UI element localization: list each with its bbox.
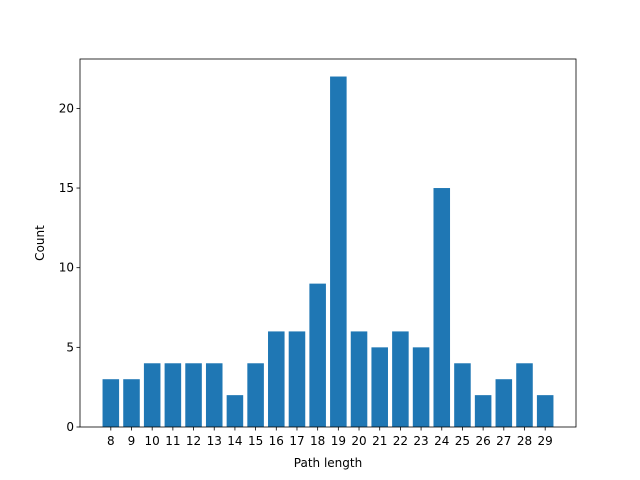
bar: [247, 363, 264, 427]
x-tick-label: 13: [207, 434, 222, 448]
bar: [412, 347, 430, 427]
bar: [392, 331, 409, 427]
bar: [309, 283, 326, 427]
bar: [371, 347, 388, 427]
y-axis-label: Count: [33, 225, 47, 261]
bar: [102, 379, 120, 427]
x-tick-label: 15: [248, 434, 263, 448]
x-tick-label: 16: [269, 434, 284, 448]
y-tick-label: 5: [66, 340, 74, 354]
bar: [474, 395, 492, 427]
x-tick-label: 29: [538, 434, 553, 448]
x-tick-label: 12: [186, 434, 201, 448]
y-tick-label: 20: [59, 101, 74, 115]
y-tick-label: 10: [59, 261, 74, 275]
plot-frame: [79, 58, 577, 428]
x-tick-label: 19: [331, 434, 346, 448]
bar: [185, 363, 202, 427]
bar: [454, 363, 471, 427]
x-tick-label: 28: [517, 434, 532, 448]
bar: [433, 188, 451, 427]
x-tick-label: 10: [145, 434, 160, 448]
x-tick-label: 18: [310, 434, 325, 448]
x-tick-label: 26: [475, 434, 490, 448]
x-tick-label: 20: [351, 434, 366, 448]
x-tick-label: 14: [227, 434, 242, 448]
x-tick-label: 9: [128, 434, 136, 448]
bar: [516, 363, 533, 427]
x-tick-label: 27: [496, 434, 511, 448]
x-axis-label: Path length: [294, 456, 362, 470]
bar: [268, 331, 285, 427]
bar: [226, 395, 244, 427]
bar: [350, 331, 368, 427]
bar: [164, 363, 182, 427]
y-tick-label: 0: [66, 420, 74, 434]
x-tick-label: 24: [434, 434, 449, 448]
x-tick-label: 23: [413, 434, 428, 448]
x-tick-label: 17: [289, 434, 304, 448]
x-tick-label: 25: [455, 434, 470, 448]
bar: [536, 395, 554, 427]
y-tick-label: 15: [59, 181, 74, 195]
bar: [143, 363, 161, 427]
bar: [330, 76, 347, 428]
bar: [288, 331, 306, 427]
x-tick-label: 11: [165, 434, 180, 448]
x-tick-label: 22: [393, 434, 408, 448]
x-tick-label: 8: [107, 434, 115, 448]
bar: [495, 379, 513, 427]
bar: [205, 363, 223, 427]
x-tick-label: 21: [372, 434, 387, 448]
bar: [123, 379, 140, 427]
